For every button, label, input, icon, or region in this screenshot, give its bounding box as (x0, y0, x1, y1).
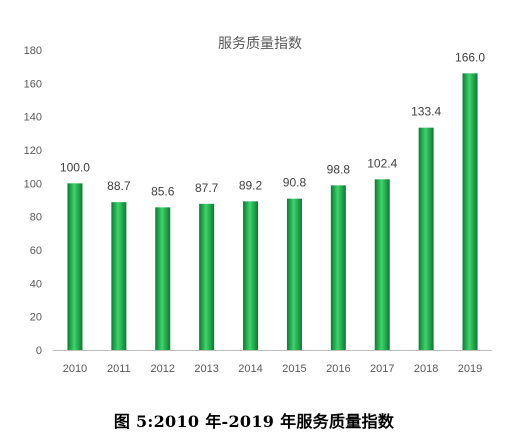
bar-value-label: 100.0 (60, 160, 90, 174)
y-tick-label: 100 (24, 178, 42, 190)
bar-value-label: 98.8 (327, 162, 351, 176)
bar-value-label: 102.4 (367, 156, 397, 170)
y-axis-tick-labels: 0 20 40 60 80 100 120 140 160 180 (24, 45, 42, 357)
y-tick-label: 40 (30, 278, 42, 290)
y-tick-label: 160 (24, 78, 42, 90)
chart-title: 服务质量指数 (218, 36, 302, 52)
x-tick-label: 2015 (282, 363, 306, 375)
bar (462, 73, 478, 350)
bar (111, 202, 127, 350)
bar (67, 183, 83, 350)
bar-value-label: 90.8 (283, 176, 307, 190)
x-tick-label: 2018 (414, 363, 438, 375)
y-tick-label: 180 (24, 45, 42, 57)
bar (155, 207, 171, 350)
y-tick-label: 60 (30, 245, 42, 257)
data-labels: 100.0 88.7 85.6 87.7 89.2 90.8 98.8 102.4 133.4 1… (60, 50, 485, 198)
bar (418, 127, 434, 351)
x-tick-label: 2010 (63, 363, 87, 375)
x-axis-tick-labels: 2010 2011 2012 2013 2014 2015 2016 2017 2018 2019 (63, 363, 483, 375)
bar (330, 185, 346, 350)
bar (286, 198, 302, 350)
bar-series (67, 73, 478, 351)
x-tick-label: 2012 (151, 363, 175, 375)
y-tick-label: 140 (24, 112, 42, 124)
x-tick-label: 2019 (458, 363, 482, 375)
figure-caption: 图 5:2010 年-2019 年服务质量指数 (113, 412, 395, 431)
x-tick-label: 2014 (238, 363, 262, 375)
bar-value-label: 85.6 (151, 184, 175, 198)
y-tick-label: 120 (24, 145, 42, 157)
bar-chart: 服务质量指数 0 20 40 60 80 100 120 140 160 180 100.0 88.… (24, 36, 492, 375)
y-tick-label: 20 (30, 312, 42, 324)
bar-value-label: 89.2 (239, 178, 263, 192)
x-tick-label: 2016 (326, 363, 350, 375)
bar-value-label: 133.4 (411, 105, 441, 119)
bar-value-label: 87.7 (195, 181, 219, 195)
y-tick-label: 80 (30, 212, 42, 224)
bar (374, 179, 390, 350)
x-tick-label: 2017 (370, 363, 394, 375)
bar-value-label: 166.0 (455, 50, 485, 64)
x-tick-label: 2011 (107, 363, 131, 375)
x-tick-label: 2013 (194, 363, 218, 375)
bar-value-label: 88.7 (107, 179, 131, 193)
y-tick-label: 0 (36, 345, 42, 357)
bar (243, 201, 259, 350)
bar (199, 203, 215, 350)
